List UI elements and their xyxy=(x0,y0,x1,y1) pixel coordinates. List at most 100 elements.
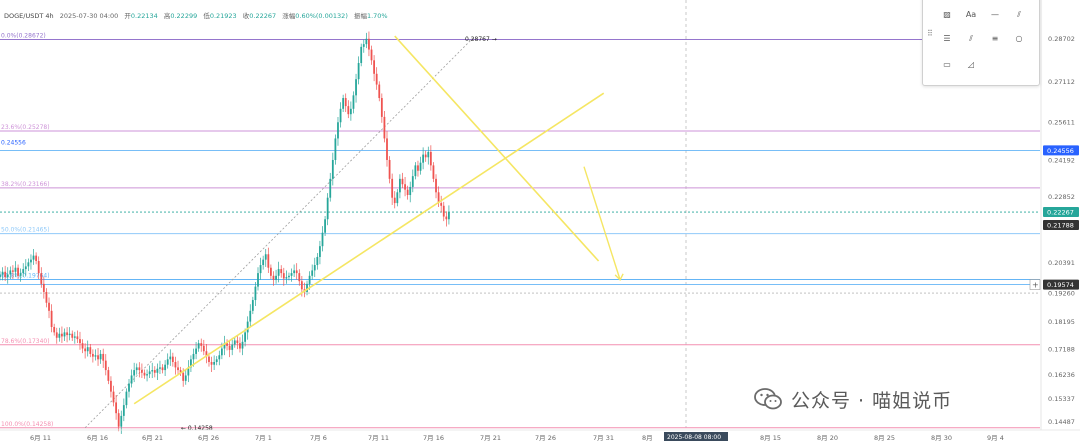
horizontal-line-tool-icon[interactable]: — xyxy=(991,10,999,19)
time-cursor-label: 2025-08-08 08:00 xyxy=(667,434,721,441)
candle-body xyxy=(306,283,308,292)
candle-body xyxy=(182,372,185,381)
x-tick-label: 7月 31 xyxy=(593,434,614,442)
candle-body xyxy=(321,232,324,247)
candle-body xyxy=(388,159,391,179)
pattern-tool-icon[interactable]: ◿ xyxy=(967,60,975,69)
candle-body xyxy=(99,353,102,360)
pitchfork-tool-icon[interactable]: ≡ xyxy=(991,34,999,43)
candle-body xyxy=(375,73,378,85)
candle-body xyxy=(97,355,99,360)
candle-body xyxy=(48,302,50,311)
low-annotation: ← 0.14258 xyxy=(181,425,213,432)
candle-body xyxy=(68,333,71,336)
candle-body xyxy=(141,370,143,373)
candle-body xyxy=(355,79,357,96)
candle-body xyxy=(208,356,210,363)
candle-body xyxy=(331,159,334,179)
fib-level-label: 50.0%(0.21465) xyxy=(1,227,50,234)
x-tick-label: 7月 1 xyxy=(255,434,272,442)
candle-body xyxy=(0,274,1,278)
y-tick-label: 0.27112 xyxy=(1048,78,1075,86)
y-tick-label: 0.17188 xyxy=(1048,345,1075,353)
add-alert-icon xyxy=(1029,279,1041,290)
palette-grip-icon[interactable]: ⠿ xyxy=(927,29,933,38)
candle-body xyxy=(159,367,161,369)
amplitude-value: 1.70% xyxy=(366,12,388,20)
candle-body xyxy=(334,138,337,160)
x-tick-label: 8月 25 xyxy=(874,434,895,442)
candle-body xyxy=(295,270,298,274)
candle-body xyxy=(275,275,277,280)
candle-body xyxy=(231,344,234,350)
text-label-tool-icon[interactable]: Aa xyxy=(965,10,977,19)
candle-body xyxy=(192,353,195,360)
parallel-channel-tool-icon[interactable]: ⫽ xyxy=(1017,10,1021,19)
y-tick-label: 0.22852 xyxy=(1048,193,1075,201)
candle-body xyxy=(12,270,14,272)
candle-body xyxy=(404,184,406,190)
candle-body xyxy=(422,154,425,163)
x-tick-label: 6月 21 xyxy=(142,434,163,442)
x-tick-label: 6月 11 xyxy=(30,434,51,442)
candle-body xyxy=(174,362,177,368)
fib-level-label: 78.6%(0.17340) xyxy=(1,338,50,345)
candle-body xyxy=(393,197,396,204)
candle-body xyxy=(14,267,17,272)
candle-body xyxy=(110,380,112,392)
candle-body xyxy=(215,359,218,363)
candle-body xyxy=(417,165,419,171)
candle-body xyxy=(210,362,213,365)
candle-body xyxy=(73,336,76,338)
candle-body xyxy=(264,254,267,260)
candle-body xyxy=(53,326,56,333)
candle-body xyxy=(130,375,133,384)
candle-body xyxy=(262,259,265,266)
change-value: 0.60%(0.00132) xyxy=(295,12,348,20)
projection-arrow-shaft xyxy=(583,166,621,281)
candle-body xyxy=(200,343,203,346)
candle-body xyxy=(40,273,43,284)
symbol-label: DOGE/USDT 4h xyxy=(4,12,54,20)
candle-body xyxy=(409,186,412,196)
candle-body xyxy=(9,270,12,275)
amplitude-label: 振幅 xyxy=(353,12,367,20)
y-tick-label: 0.16236 xyxy=(1048,371,1075,379)
fib-tool-icon[interactable]: ☰ xyxy=(943,34,951,43)
rectangle-tool-icon[interactable]: ▭ xyxy=(943,60,951,69)
x-tick-label: 7月 26 xyxy=(535,434,556,442)
candle-body xyxy=(138,367,141,371)
candle-body xyxy=(272,275,275,280)
candle-body xyxy=(153,370,156,373)
descending-resistance-line xyxy=(394,35,600,262)
close-label: 收 xyxy=(242,12,250,20)
candle-body xyxy=(259,265,262,274)
candle-body xyxy=(411,176,414,187)
x-tick-label: 8月 20 xyxy=(817,434,838,442)
circle-tool-icon[interactable]: ○ xyxy=(1015,34,1023,43)
candle-body xyxy=(19,273,22,276)
candle-body xyxy=(282,273,285,279)
x-tick-label: 6月 26 xyxy=(198,434,219,442)
candle-body xyxy=(117,413,120,427)
x-tick-label: 9月 4 xyxy=(987,434,1004,442)
candle-body xyxy=(257,273,259,287)
candle-body xyxy=(102,353,105,361)
candle-body xyxy=(342,98,345,109)
candle-body xyxy=(161,367,164,371)
price-tag-label: 0.24556 xyxy=(1047,147,1074,155)
y-tick-label: 0.24192 xyxy=(1048,157,1075,165)
candle-body xyxy=(293,270,296,274)
price-tag-label: 0.19574 xyxy=(1047,281,1074,289)
ray-tool-icon[interactable]: ⫽ xyxy=(969,34,973,43)
image-tool-icon[interactable]: ▨ xyxy=(943,10,951,19)
candle-body xyxy=(184,375,187,381)
candle-body xyxy=(37,260,40,274)
y-tick-label: 0.14487 xyxy=(1048,418,1075,426)
candle-body xyxy=(133,370,136,376)
candle-body xyxy=(445,216,448,220)
candle-body xyxy=(440,203,443,206)
candle-body xyxy=(244,332,246,342)
x-tick-label: 8月 30 xyxy=(931,434,952,442)
